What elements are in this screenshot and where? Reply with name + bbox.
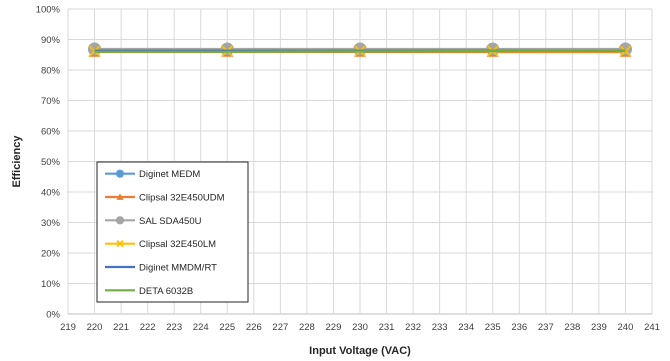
y-tick-label: 80% bbox=[41, 66, 61, 77]
x-tick-label: 233 bbox=[432, 322, 448, 333]
x-tick-label: 238 bbox=[564, 322, 580, 333]
y-tick-label: 40% bbox=[41, 188, 61, 199]
x-tick-label: 232 bbox=[405, 322, 421, 333]
legend-label: Clipsal 32E450UDM bbox=[139, 193, 225, 204]
legend-entry: Clipsal 32E450LM bbox=[105, 239, 216, 250]
y-tick-label: 30% bbox=[41, 218, 61, 229]
legend-label: Clipsal 32E450LM bbox=[139, 239, 216, 250]
y-tick-label: 100% bbox=[36, 5, 61, 16]
y-tick-label: 10% bbox=[41, 279, 61, 290]
x-tick-label: 234 bbox=[458, 322, 474, 333]
legend-label: Diginet MEDM bbox=[139, 169, 200, 180]
data-point bbox=[486, 42, 500, 56]
x-tick-label: 231 bbox=[379, 322, 395, 333]
data-point bbox=[116, 193, 124, 200]
legend-entry: Clipsal 32E450UDM bbox=[105, 193, 225, 204]
x-tick-label: 236 bbox=[511, 322, 527, 333]
x-tick-label: 221 bbox=[113, 322, 129, 333]
x-tick-label: 241 bbox=[644, 322, 660, 333]
legend-label: DETA 6032B bbox=[139, 286, 193, 297]
series-lines bbox=[88, 42, 632, 57]
legend-entry: Diginet MMDM/RT bbox=[105, 263, 217, 274]
x-tick-label: 228 bbox=[299, 322, 315, 333]
y-tick-label: 20% bbox=[41, 249, 61, 260]
x-axis-title: Input Voltage (VAC) bbox=[309, 345, 411, 357]
data-point bbox=[88, 42, 102, 56]
x-tick-label: 225 bbox=[219, 322, 235, 333]
x-tick-label: 220 bbox=[87, 322, 103, 333]
data-point bbox=[115, 216, 125, 225]
x-tick-label: 229 bbox=[326, 322, 342, 333]
legend-entry: Diginet MEDM bbox=[105, 169, 200, 180]
series-sal-sda450u bbox=[88, 42, 632, 56]
x-tick-label: 219 bbox=[60, 322, 76, 333]
y-tick-label: 0% bbox=[46, 310, 60, 321]
y-tick-labels: 0% 10% 20% 30% 40% 50% 60% 70% 80% 90% 100% bbox=[36, 5, 61, 321]
y-tick-label: 50% bbox=[41, 157, 61, 168]
x-tick-label: 223 bbox=[166, 322, 182, 333]
data-point bbox=[115, 169, 125, 178]
x-tick-label: 222 bbox=[140, 322, 156, 333]
x-tick-label: 230 bbox=[352, 322, 368, 333]
y-tick-label: 60% bbox=[41, 127, 61, 138]
y-tick-label: 90% bbox=[41, 35, 61, 46]
legend-box bbox=[96, 161, 249, 303]
data-point bbox=[116, 240, 124, 248]
series-line bbox=[94, 49, 626, 53]
legend-label: Diginet MMDM/RT bbox=[139, 263, 217, 274]
x-tick-label: 240 bbox=[618, 322, 634, 333]
data-point bbox=[220, 42, 234, 56]
x-tick-label: 237 bbox=[538, 322, 554, 333]
legend-entry: SAL SDA450U bbox=[105, 216, 202, 227]
legend-entry: DETA 6032B bbox=[105, 286, 193, 297]
series-deta-6032b bbox=[94, 49, 626, 53]
x-tick-label: 227 bbox=[272, 322, 288, 333]
x-tick-label: 226 bbox=[246, 322, 262, 333]
legend-label: SAL SDA450U bbox=[139, 216, 202, 227]
y-axis-title: Efficiency bbox=[11, 135, 23, 188]
data-point bbox=[618, 42, 632, 56]
x-tick-label: 239 bbox=[591, 322, 607, 333]
x-tick-label: 235 bbox=[485, 322, 501, 333]
data-point bbox=[353, 42, 367, 56]
x-tick-label: 224 bbox=[193, 322, 209, 333]
y-tick-label: 70% bbox=[41, 96, 61, 107]
legend: Diginet MEDM Clipsal 32E450UDM SAL SDA450U… bbox=[96, 161, 249, 303]
x-tick-labels: 219 220 221 222 223 224 225 226 227 228 229 230 231 2… bbox=[60, 322, 660, 333]
